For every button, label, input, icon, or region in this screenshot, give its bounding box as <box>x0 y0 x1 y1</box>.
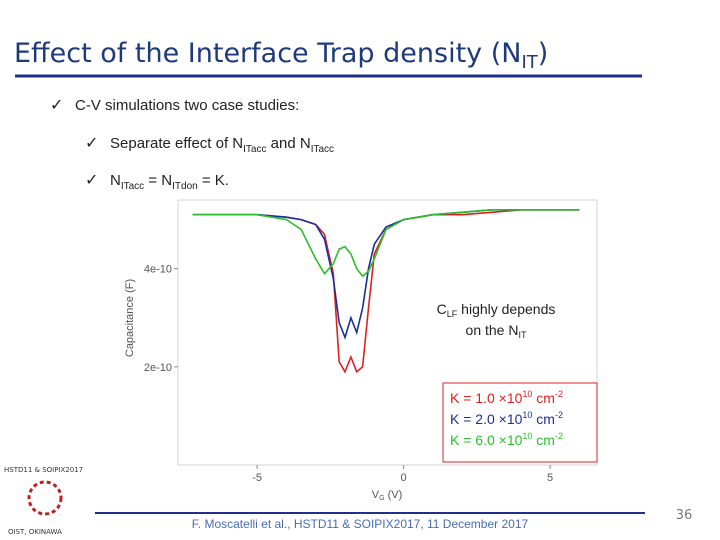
legend-unit: cm <box>532 432 555 448</box>
bullet-part: ITacc <box>311 144 334 155</box>
legend-sup: 10 <box>522 410 532 420</box>
title-end: ) <box>538 38 549 69</box>
bullet-part: C-V simulations two case studies: <box>75 97 299 114</box>
legend-unit: cm <box>532 411 555 427</box>
bullet: C-V simulations two case studies: <box>75 97 299 114</box>
x-label-sub: G <box>379 495 384 502</box>
legend-name: K = 1.0 ×10 <box>450 390 523 406</box>
legend-box <box>442 382 598 463</box>
legend-sup: 10 <box>522 431 532 441</box>
bullet: Separate effect of NITacc and NITacc <box>110 135 334 155</box>
annotation-line2-sub: IT <box>518 330 527 340</box>
series-line <box>192 209 580 278</box>
legend-unit-sup: -2 <box>555 389 563 399</box>
annotation-line1: highly depends <box>457 301 555 317</box>
annotation-c-sub: LF <box>447 309 458 319</box>
annotation-c: C <box>437 301 447 317</box>
annotation-line2: on the N <box>466 322 519 338</box>
bullet-part: ITdon <box>172 181 198 192</box>
x-axis-label: VG (V) <box>372 489 403 502</box>
bullet-part: = K. <box>198 172 229 189</box>
bullet-part: ITacc <box>243 144 266 155</box>
check: ✓ <box>85 133 98 152</box>
logo-mark <box>27 480 63 516</box>
x-label-text: V <box>372 489 380 501</box>
legend-unit: cm <box>532 390 555 406</box>
title-sub: IT <box>521 52 538 73</box>
legend-unit-sup: -2 <box>555 410 563 420</box>
annotation: on the NIT <box>466 322 527 340</box>
bullet-part: N <box>110 172 121 189</box>
x-label-end: (V) <box>385 489 403 501</box>
legend-unit-sup: -2 <box>555 431 563 441</box>
legend-name: K = 2.0 ×10 <box>450 411 523 427</box>
bullet-part: Separate effect of N <box>110 135 243 152</box>
legend-entry: K = 6.0 ×1010 cm-2 <box>450 431 563 448</box>
x-tick-label: 0 <box>401 472 407 484</box>
check: ✓ <box>50 95 63 114</box>
page-number: 36 <box>676 508 693 523</box>
bullet-part: = N <box>144 172 172 189</box>
bullet-part: ITacc <box>121 181 144 192</box>
annotation: CLF highly depends <box>437 301 556 319</box>
legend-name: K = 6.0 ×10 <box>450 432 523 448</box>
bullet: NITacc = NITdon = K. <box>110 172 229 192</box>
y-tick-label: 4e-10 <box>144 264 172 276</box>
title-text: Effect of the Interface Trap density (N <box>14 38 521 69</box>
legend-entry: K = 2.0 ×1010 cm-2 <box>450 410 563 427</box>
x-tick-label: -5 <box>252 472 262 484</box>
bullet-part: and N <box>266 135 310 152</box>
x-tick-label: 5 <box>547 472 553 484</box>
logo: HSTD11 & SOIPIX2017 OIST, OKINAWA <box>4 466 83 536</box>
y-tick-label: 2e-10 <box>144 362 172 374</box>
y-axis-label: Capacitance (F) <box>124 279 136 357</box>
legend-entry: K = 1.0 ×1010 cm-2 <box>450 389 563 406</box>
logo-top: HSTD11 & SOIPIX2017 <box>4 466 83 474</box>
logo-bottom: OIST, OKINAWA <box>8 528 62 536</box>
title: Effect of the Interface Trap density (NI… <box>14 38 548 73</box>
check: ✓ <box>85 170 98 189</box>
legend-sup: 10 <box>522 389 532 399</box>
footer: F. Moscatelli et al., HSTD11 & SOIPIX201… <box>192 517 529 531</box>
